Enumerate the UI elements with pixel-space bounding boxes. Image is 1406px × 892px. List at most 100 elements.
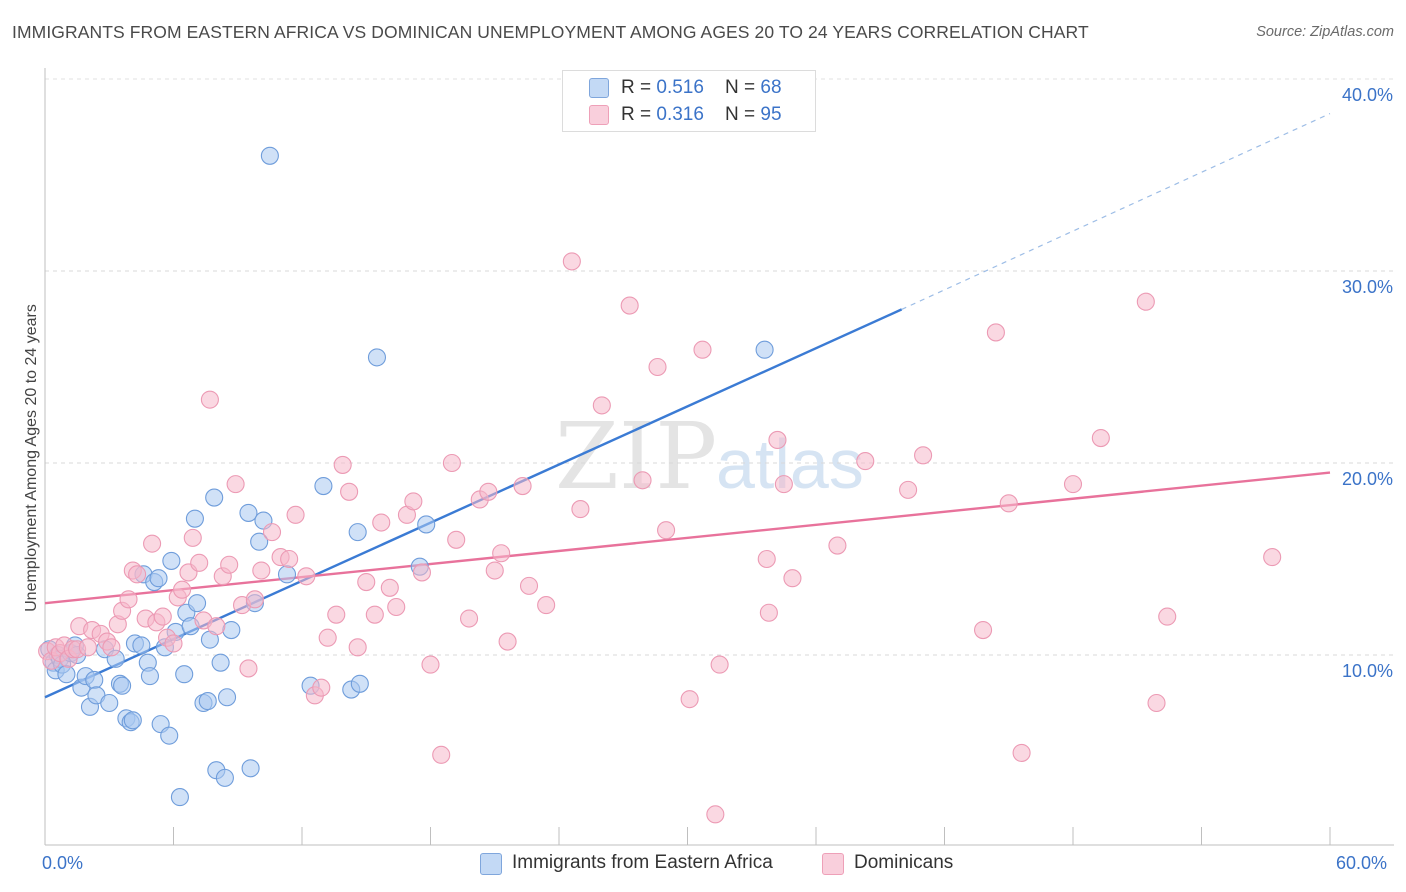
point-dominicans bbox=[479, 482, 498, 501]
point-eastern-africa bbox=[217, 688, 237, 707]
watermark: ZIP atlas bbox=[555, 403, 864, 510]
point-dominicans bbox=[1263, 548, 1282, 567]
point-eastern-africa bbox=[348, 523, 367, 542]
legend-r-label: R = bbox=[621, 77, 657, 98]
point-dominicans bbox=[333, 455, 352, 474]
point-eastern-africa bbox=[100, 693, 119, 713]
point-eastern-africa bbox=[188, 594, 207, 613]
y-tick-labels: 10.0% 20.0% 30.0% 40.0% bbox=[1342, 85, 1393, 681]
point-eastern-africa bbox=[260, 146, 279, 165]
point-dominicans bbox=[207, 617, 226, 636]
y-tick-label: 20.0% bbox=[1342, 469, 1393, 489]
point-dominicans bbox=[143, 534, 162, 553]
point-dominicans bbox=[680, 690, 699, 709]
point-dominicans bbox=[757, 549, 776, 569]
point-dominicans bbox=[442, 453, 461, 473]
point-dominicans bbox=[856, 452, 875, 471]
point-dominicans bbox=[348, 638, 367, 657]
legend-r-value: 0.516 bbox=[656, 77, 704, 98]
point-eastern-africa bbox=[85, 670, 104, 690]
watermark-atlas: atlas bbox=[716, 425, 864, 503]
point-dominicans bbox=[768, 430, 787, 450]
legend-r-label: R = bbox=[621, 104, 657, 125]
legend-n-value: 95 bbox=[760, 104, 782, 125]
point-dominicans bbox=[78, 638, 97, 657]
point-dominicans bbox=[297, 567, 316, 586]
watermark-zip: ZIP bbox=[555, 403, 717, 510]
point-dominicans bbox=[286, 505, 305, 524]
y-tick-label: 40.0% bbox=[1342, 85, 1393, 105]
point-dominicans bbox=[412, 563, 431, 582]
legend-r-value: 0.316 bbox=[656, 104, 704, 125]
point-dominicans bbox=[312, 678, 331, 697]
point-dominicans bbox=[1063, 475, 1083, 494]
point-dominicans bbox=[592, 396, 611, 415]
point-eastern-africa bbox=[205, 488, 224, 507]
chart-source: Source: ZipAtlas.com bbox=[1256, 24, 1394, 40]
point-dominicans bbox=[986, 323, 1005, 342]
point-dominicans bbox=[318, 628, 337, 647]
legend-text-pink: R = 0.316 N = 95 bbox=[621, 104, 782, 126]
legend-n-label: N = bbox=[725, 77, 761, 98]
grid bbox=[45, 78, 1394, 656]
point-dominicans bbox=[537, 596, 556, 615]
point-dominicans bbox=[706, 805, 725, 824]
point-dominicans bbox=[173, 580, 192, 599]
point-eastern-africa bbox=[160, 726, 179, 745]
point-dominicans bbox=[128, 565, 147, 584]
point-eastern-africa bbox=[123, 711, 142, 730]
point-eastern-africa bbox=[367, 348, 387, 367]
point-dominicans bbox=[783, 569, 802, 588]
point-dominicans bbox=[648, 357, 667, 377]
point-eastern-africa bbox=[241, 759, 260, 778]
point-dominicans bbox=[340, 482, 359, 501]
point-dominicans bbox=[183, 528, 202, 547]
chart-title: IMMIGRANTS FROM EASTERN AFRICA VS DOMINI… bbox=[12, 22, 1089, 42]
point-eastern-africa bbox=[185, 509, 204, 528]
point-dominicans bbox=[759, 603, 778, 622]
bottom-legend-swatch-blue bbox=[480, 853, 502, 875]
point-dominicans bbox=[164, 634, 183, 653]
point-dominicans bbox=[432, 745, 451, 764]
point-eastern-africa bbox=[417, 515, 436, 534]
point-dominicans bbox=[1091, 428, 1110, 448]
point-eastern-africa bbox=[222, 620, 241, 640]
point-eastern-africa bbox=[250, 532, 269, 551]
axes bbox=[44, 68, 1394, 846]
point-eastern-africa bbox=[113, 676, 132, 695]
point-dominicans bbox=[220, 555, 239, 574]
point-dominicans bbox=[421, 655, 440, 674]
point-dominicans bbox=[498, 632, 517, 651]
point-dominicans bbox=[693, 340, 712, 359]
point-eastern-africa bbox=[314, 476, 333, 496]
point-dominicans bbox=[459, 609, 479, 628]
point-dominicans bbox=[914, 446, 933, 465]
bottom-legend-label-pink: Dominicans bbox=[854, 852, 954, 873]
point-dominicans bbox=[245, 590, 264, 609]
point-dominicans bbox=[447, 530, 466, 549]
y-axis-label: Unemployment Among Ages 20 to 24 years bbox=[23, 304, 40, 612]
point-eastern-africa bbox=[239, 503, 258, 522]
point-eastern-africa bbox=[198, 692, 217, 711]
point-dominicans bbox=[280, 549, 299, 569]
point-eastern-africa bbox=[755, 340, 774, 359]
point-dominicans bbox=[190, 553, 209, 572]
legend-n-value: 68 bbox=[760, 77, 782, 98]
point-dominicans bbox=[119, 590, 138, 609]
point-eastern-africa bbox=[277, 565, 297, 584]
point-eastern-africa bbox=[140, 667, 159, 686]
legend-n-label: N = bbox=[725, 104, 761, 125]
point-dominicans bbox=[404, 492, 423, 511]
legend-swatch-blue bbox=[589, 78, 609, 98]
point-dominicans bbox=[1136, 292, 1155, 311]
point-dominicans bbox=[492, 544, 511, 563]
point-dominicans bbox=[828, 536, 847, 555]
legend-swatch-pink bbox=[589, 105, 609, 125]
point-dominicans bbox=[620, 296, 639, 315]
point-dominicans bbox=[710, 655, 729, 674]
point-eastern-africa bbox=[350, 674, 369, 693]
point-dominicans bbox=[1147, 693, 1166, 713]
point-dominicans bbox=[102, 638, 121, 657]
point-dominicans bbox=[380, 578, 399, 597]
